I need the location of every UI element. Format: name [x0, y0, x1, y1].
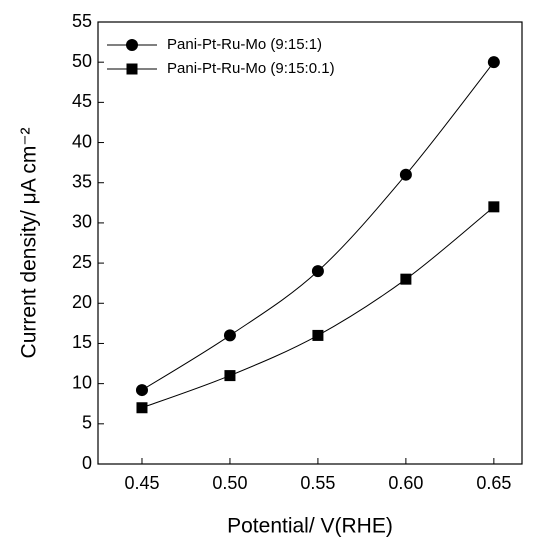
- marker: [135, 384, 148, 397]
- marker: [399, 168, 412, 181]
- y-tick-label: 10: [72, 372, 92, 392]
- series-line: [141, 206, 495, 409]
- x-tick-label: 0.50: [212, 473, 247, 493]
- y-tick-label: 15: [72, 332, 92, 352]
- y-tick-label: 55: [72, 11, 92, 31]
- y-axis-label: Current density/ μA cm⁻²: [18, 128, 41, 359]
- plot-frame: [97, 21, 523, 465]
- y-tick-label: 50: [72, 51, 92, 71]
- marker: [136, 402, 148, 414]
- legend-label: Pani-Pt-Ru-Mo (9:15:0.1): [167, 60, 335, 77]
- marker: [487, 56, 500, 69]
- legend-marker: [126, 39, 138, 51]
- x-tick-label: 0.55: [300, 473, 335, 493]
- y-tick-label: 0: [82, 453, 92, 473]
- y-tick-label: 5: [82, 413, 92, 433]
- marker: [311, 265, 324, 278]
- y-tick-label: 35: [72, 171, 92, 191]
- x-tick-label: 0.45: [124, 473, 159, 493]
- legend-marker: [126, 63, 138, 75]
- legend-label: Pani-Pt-Ru-Mo (9:15:1): [167, 36, 322, 53]
- y-tick-label: 20: [72, 292, 92, 312]
- x-tick-label: 0.65: [476, 473, 511, 493]
- marker: [312, 329, 324, 341]
- marker: [400, 273, 412, 285]
- y-tick-label: 45: [72, 91, 92, 111]
- x-axis-label: Potential/ V(RHE): [227, 515, 393, 538]
- marker: [223, 329, 236, 342]
- marker: [488, 201, 500, 213]
- y-tick-label: 25: [72, 252, 92, 272]
- y-tick-label: 30: [72, 212, 92, 232]
- marker: [224, 370, 236, 382]
- y-tick-label: 40: [72, 131, 92, 151]
- x-tick-label: 0.60: [388, 473, 423, 493]
